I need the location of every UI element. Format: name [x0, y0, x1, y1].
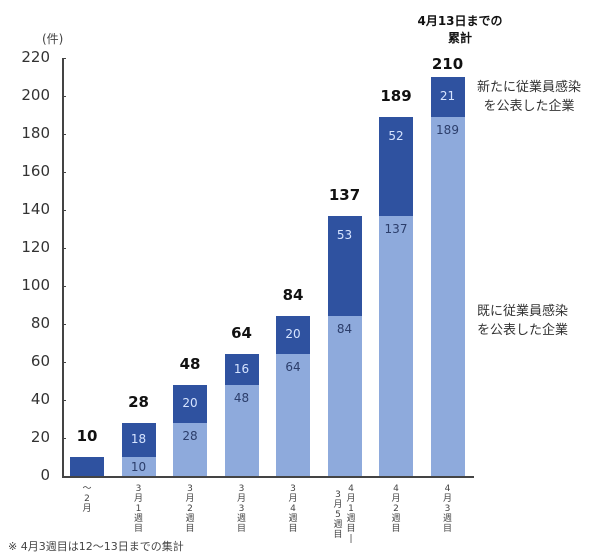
bar-segment-existing [121, 457, 156, 476]
y-tick-mark [62, 134, 66, 135]
legend-new: 新たに従業員感染 を公表した企業 [477, 78, 581, 116]
y-tick-label: 200 [21, 86, 50, 104]
legend-existing-line1: 既に従業員感染 [477, 304, 569, 319]
y-tick-label: 220 [21, 48, 50, 66]
y-tick-label: 20 [30, 428, 50, 446]
bar-total-label: 189 [380, 86, 412, 105]
legend-existing: 既に従業員感染 を公表した企業 [477, 302, 568, 340]
bar-segment-existing [379, 215, 413, 476]
legend-existing-line2: を公表した企業 [477, 323, 569, 338]
segment-value-existing: 28 [182, 428, 198, 443]
footnote: ※ 4月3週目は12～13日までの集計 [8, 540, 184, 553]
segment-value-existing: 64 [285, 360, 301, 375]
y-tick-label: 0 [40, 466, 50, 484]
y-tick-label: 60 [30, 352, 50, 370]
x-category-label: ～ 2 月 [82, 484, 92, 514]
bar-segment-existing [224, 384, 259, 476]
segment-value-existing: 84 [336, 322, 353, 337]
y-tick-label: 160 [21, 162, 50, 180]
bar-segment-new [173, 384, 207, 423]
segment-value-new: 20 [182, 395, 198, 410]
bar-segment-new [430, 77, 465, 117]
segment-value-new: 21 [439, 88, 456, 103]
y-tick-mark [62, 172, 66, 173]
y-tick-mark [62, 400, 66, 401]
segment-value-existing: 189 [436, 122, 459, 137]
y-tick-mark [62, 58, 66, 59]
segment-value-existing: 137 [384, 221, 408, 236]
y-tick-mark [62, 324, 66, 325]
segment-value-new: 18 [130, 431, 147, 446]
bar-segment-existing [327, 316, 362, 476]
y-tick-label: 140 [21, 200, 50, 218]
x-category-label: 3 月 5 週目 4 月 1 週目 | [333, 484, 356, 544]
bar-total-label: 137 [328, 185, 361, 204]
y-tick-label: 100 [21, 276, 50, 294]
y-tick-mark [62, 362, 66, 363]
segment-value-new: 52 [388, 128, 404, 143]
segment-value-new: 16 [233, 361, 250, 376]
bar-total-label: 10 [76, 427, 98, 445]
y-tick-mark [62, 438, 66, 439]
y-tick-label: 120 [21, 238, 50, 256]
annotation-line2: 累計 [447, 31, 472, 45]
segment-value-existing: 10 [130, 459, 147, 474]
bar-segment-existing [173, 422, 207, 476]
segment-value-existing: 48 [233, 390, 250, 405]
bar-segment-existing [430, 116, 465, 476]
y-tick-mark [62, 286, 66, 287]
y-axis-unit: (件) [42, 32, 64, 46]
segment-value-new: 20 [285, 327, 301, 342]
y-tick-mark [62, 96, 66, 97]
x-axis-line [62, 476, 474, 478]
legend-new-line2: を公表した企業 [483, 99, 575, 114]
bar-total-label: 64 [231, 324, 252, 343]
bar-segment-new [379, 116, 413, 216]
cumulative-annotation: 4月13日までの 累計 [405, 12, 515, 46]
y-tick-label: 180 [21, 124, 50, 142]
y-axis-line [62, 58, 64, 476]
bar-total-label: 210 [431, 55, 464, 73]
legend-new-line1: 新たに従業員感染 [477, 80, 582, 95]
bar-total-label: 28 [128, 392, 149, 411]
bar-segment-new [70, 457, 104, 476]
annotation-line1: 4月13日までの [417, 14, 503, 28]
segment-value-new: 53 [336, 227, 353, 242]
bar-segment-new [224, 354, 259, 385]
bar-segment-existing [276, 354, 310, 476]
bar-segment-new [276, 316, 310, 355]
y-tick-mark [62, 210, 66, 211]
y-tick-label: 40 [30, 390, 50, 408]
bar-total-label: 84 [282, 286, 304, 305]
y-tick-label: 80 [30, 314, 50, 332]
bar-segment-new [327, 215, 362, 317]
bar-segment-new [121, 422, 156, 457]
bar-total-label: 48 [179, 354, 201, 373]
y-tick-mark [62, 248, 66, 249]
